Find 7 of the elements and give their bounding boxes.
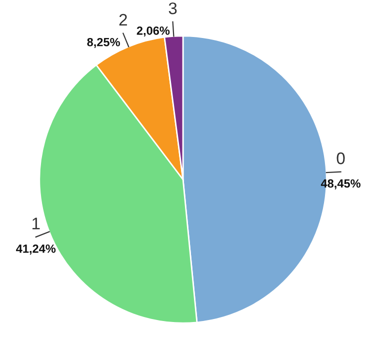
slice-label: 3	[168, 2, 177, 14]
data-label: 41,24%	[16, 244, 56, 255]
slice-label: 1	[32, 218, 40, 230]
data-label: 8,25%	[87, 38, 120, 48]
slice-label: 0	[336, 152, 345, 164]
slice-label: 2	[119, 14, 127, 26]
data-label: 2,06%	[136, 26, 170, 37]
